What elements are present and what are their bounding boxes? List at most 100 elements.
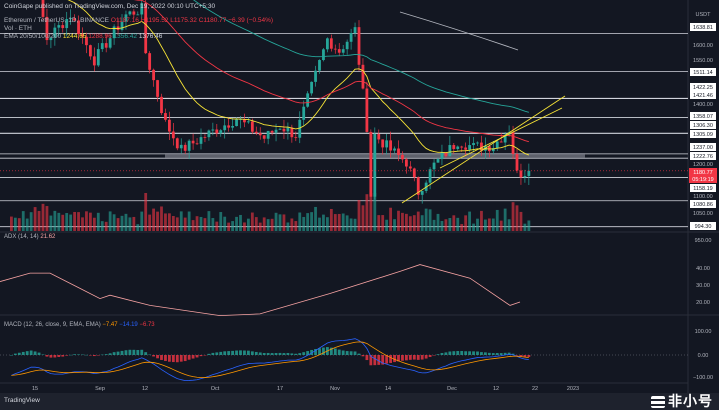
symbol-legend: Ethereum / TetherUS, 1D, BINANCE O1187.1… bbox=[4, 17, 273, 24]
candle bbox=[310, 81, 313, 94]
macd-histogram-bar bbox=[215, 352, 219, 355]
symbol-name[interactable]: Ethereum / TetherUS, 1D, BINANCE bbox=[4, 17, 110, 24]
ema100-value: 1356.42 bbox=[113, 33, 138, 40]
volume-bar bbox=[156, 211, 159, 231]
volume-bar bbox=[21, 211, 25, 231]
candle bbox=[211, 129, 215, 131]
volume-bar bbox=[140, 211, 144, 231]
candle bbox=[96, 49, 100, 66]
volume-bar bbox=[523, 223, 527, 231]
candle bbox=[436, 159, 440, 163]
candle bbox=[266, 130, 270, 139]
level-label-box bbox=[690, 184, 716, 192]
volume-bar bbox=[77, 212, 80, 231]
macd-histogram-bar bbox=[527, 355, 531, 357]
candle bbox=[144, 3, 148, 54]
volume-bar bbox=[49, 215, 53, 231]
volume-bar bbox=[440, 221, 444, 231]
macd-label: MACD (12, 26, close, 9, EMA, EMA) bbox=[4, 322, 101, 328]
histogram-value: −6.73 bbox=[139, 322, 155, 328]
low-value: L1175.32 bbox=[170, 17, 197, 24]
candle bbox=[278, 128, 282, 130]
macd-histogram-bar bbox=[345, 351, 349, 355]
volume-bar bbox=[89, 212, 92, 231]
volume-bar bbox=[207, 211, 211, 231]
candle bbox=[191, 140, 195, 144]
volume-bar bbox=[92, 217, 96, 231]
volume-bar bbox=[211, 218, 215, 231]
candle bbox=[464, 147, 468, 150]
candle bbox=[112, 26, 116, 39]
volume-bar bbox=[389, 207, 392, 231]
candle bbox=[345, 41, 349, 50]
volume-bar bbox=[452, 215, 456, 231]
volume-bar bbox=[124, 213, 128, 231]
candle bbox=[286, 127, 290, 132]
volume-legend[interactable]: Vol · ETH bbox=[4, 25, 32, 32]
volume-bar bbox=[144, 193, 148, 231]
volume-bar bbox=[329, 208, 333, 231]
macd-histogram-bar bbox=[424, 355, 428, 359]
candle bbox=[274, 129, 278, 133]
volume-bar bbox=[243, 222, 246, 231]
volume-bar bbox=[306, 213, 310, 231]
volume-bar bbox=[369, 193, 373, 231]
level-label: 1158.19 bbox=[693, 186, 712, 192]
wedge-trendline bbox=[439, 107, 563, 169]
level-label-box bbox=[690, 130, 716, 138]
macd-histogram-bar bbox=[258, 352, 262, 355]
candle bbox=[270, 130, 274, 133]
level-label-box bbox=[690, 23, 716, 31]
candle bbox=[199, 137, 203, 144]
candle bbox=[491, 148, 495, 152]
volume-bar bbox=[239, 214, 242, 231]
macd-histogram-bar bbox=[179, 355, 183, 362]
macd-histogram-bar bbox=[160, 355, 163, 360]
macd-histogram-bar bbox=[10, 355, 13, 356]
time-tick: 17 bbox=[277, 386, 283, 392]
candle bbox=[195, 143, 199, 145]
macd-tick: 0.00 bbox=[698, 353, 709, 359]
volume-bar bbox=[480, 210, 483, 231]
macd-legend[interactable]: MACD (12, 26, close, 9, EMA, EMA) −7.47 … bbox=[4, 322, 155, 329]
volume-bar bbox=[191, 220, 195, 231]
change-value: −6.39 (−0.54%) bbox=[228, 17, 274, 24]
candle bbox=[120, 21, 124, 30]
macd-histogram-bar bbox=[17, 352, 21, 355]
volume-bar bbox=[428, 209, 432, 231]
macd-histogram-bar bbox=[480, 352, 483, 355]
level-label-box bbox=[690, 121, 716, 129]
volume-bar bbox=[491, 218, 495, 231]
candle bbox=[361, 64, 365, 89]
volume-bar bbox=[412, 215, 416, 231]
volume-bar bbox=[108, 211, 112, 231]
candle bbox=[499, 141, 503, 143]
candle bbox=[428, 169, 432, 183]
adx-tick: 40.00 bbox=[696, 266, 710, 272]
macd-histogram-bar bbox=[73, 354, 76, 355]
candle bbox=[77, 20, 80, 35]
macd-histogram-bar bbox=[487, 352, 491, 355]
macd-histogram-bar bbox=[152, 355, 155, 357]
tradingview-logo[interactable]: TradingView bbox=[4, 397, 40, 404]
candle bbox=[69, 18, 73, 20]
currency-label: USDT bbox=[696, 12, 712, 18]
volume-bar bbox=[171, 215, 175, 231]
ema-legend[interactable]: EMA 20/50/100/200 1244.65 1288.96 1356.4… bbox=[4, 33, 162, 40]
volume-bar bbox=[183, 217, 187, 231]
macd-histogram bbox=[10, 347, 531, 366]
candle bbox=[519, 170, 523, 178]
volume-bar bbox=[179, 211, 183, 231]
adx-legend[interactable]: ADX (14, 14) 21.62 bbox=[4, 234, 55, 241]
open-value: O1187.16 bbox=[110, 17, 139, 24]
macd-histogram-bar bbox=[100, 354, 104, 356]
volume-bar bbox=[341, 213, 345, 231]
macd-histogram-bar bbox=[294, 353, 298, 355]
volume-bar bbox=[227, 222, 231, 231]
macd-histogram-bar bbox=[495, 353, 499, 355]
macd-histogram-bar bbox=[254, 351, 258, 355]
price-tick: 1200.00 bbox=[693, 162, 713, 168]
time-tick: Nov bbox=[330, 386, 340, 392]
macd-histogram-bar bbox=[318, 348, 321, 355]
